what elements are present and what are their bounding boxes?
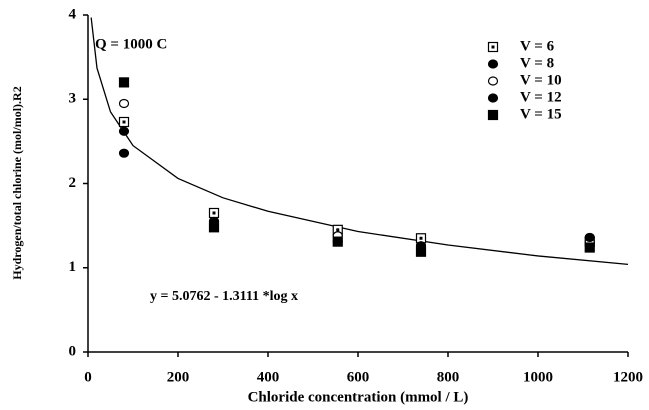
x-axis-label: Chloride concentration (mmol / L) — [248, 389, 469, 405]
fit-equation: y = 5.0762 - 1.3111 *log x — [150, 289, 298, 304]
y-tick-label: 4 — [69, 6, 77, 22]
data-point-dot — [122, 120, 126, 124]
legend-label: V = 15 — [520, 106, 562, 122]
x-tick-label: 600 — [347, 369, 370, 385]
x-tick-label: 1200 — [613, 369, 643, 385]
data-point — [118, 77, 130, 88]
chart-title: Q = 1000 C — [95, 36, 167, 52]
legend-marker-dot — [491, 45, 495, 49]
legend-marker — [487, 93, 499, 103]
data-point-dot — [212, 211, 216, 215]
legend-label: V = 8 — [520, 55, 554, 71]
legend-marker — [487, 109, 499, 121]
legend-label: V = 6 — [520, 38, 555, 54]
y-tick-label: 3 — [69, 91, 77, 107]
data-point — [208, 222, 220, 233]
y-tick-label: 2 — [69, 175, 77, 191]
data-point-dot — [419, 236, 423, 240]
x-tick-label: 200 — [167, 369, 190, 385]
legend-label: V = 12 — [520, 89, 562, 105]
y-tick-label: 1 — [69, 259, 77, 275]
data-point — [584, 232, 595, 243]
legend-marker — [487, 59, 499, 69]
data-point — [118, 98, 130, 109]
x-tick-label: 0 — [84, 369, 92, 385]
data-point — [415, 246, 427, 257]
y-tick-label: 0 — [69, 343, 77, 359]
x-tick-label: 800 — [437, 369, 460, 385]
data-point — [118, 126, 130, 136]
x-tick-label: 1000 — [523, 369, 553, 385]
y-axis-label: Hydrogen/total chlorine (mol/mol).R2 — [10, 86, 24, 279]
legend-marker — [487, 76, 499, 86]
data-point-dot — [336, 228, 340, 232]
fit-curve — [90, 17, 629, 266]
data-point — [332, 236, 343, 247]
x-tick-label: 400 — [257, 369, 280, 385]
data-point — [584, 242, 595, 253]
data-point — [118, 148, 130, 158]
legend-label: V = 10 — [520, 72, 562, 88]
